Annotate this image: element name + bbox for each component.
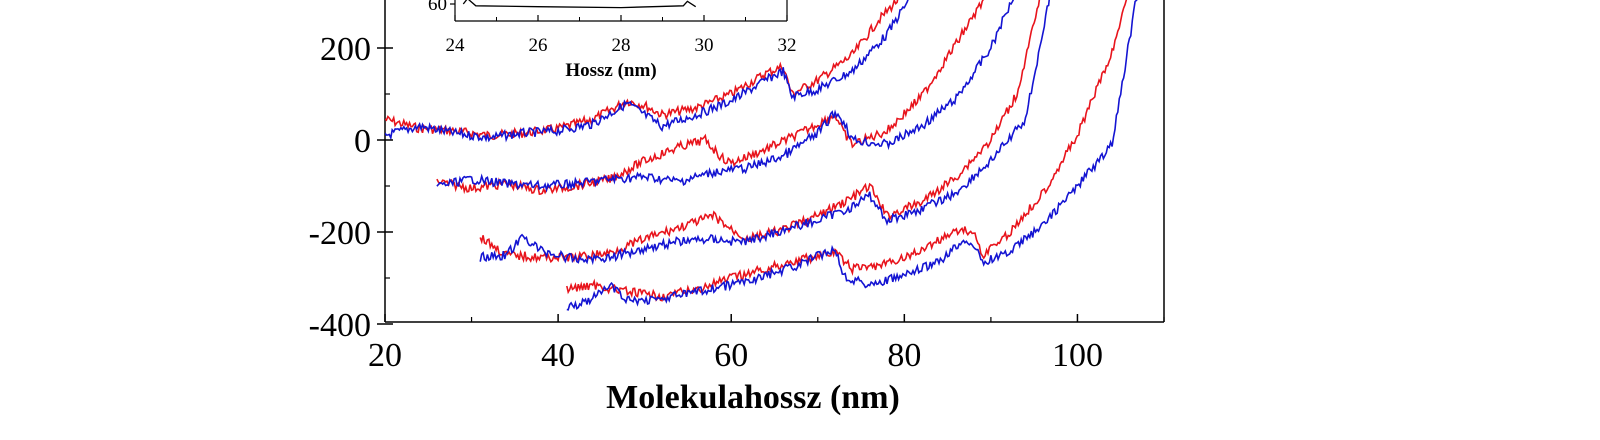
main-x-tick-label: 100 <box>1052 337 1103 374</box>
series-red-trace-2 <box>436 0 984 195</box>
inset-x-tick-label: 28 <box>612 35 631 56</box>
main-y-ticks: -400 -200 0 200 <box>309 31 393 344</box>
main-plot: 20 40 60 80 100 -400 -200 0 200 Molekulahossz (… <box>309 0 1165 416</box>
inset-plot: 24 26 28 30 32 60 Hossz (nm) <box>428 0 797 81</box>
main-y-tick-label: 200 <box>320 31 371 68</box>
series-red-trace-3 <box>479 0 1041 264</box>
main-x-tick-label: 80 <box>887 337 921 374</box>
series-red-trace-4 <box>566 0 1128 302</box>
inset-x-ticks: 24 26 28 30 32 <box>446 15 797 56</box>
main-y-tick-label: -200 <box>309 215 371 252</box>
main-x-tick-label: 60 <box>714 337 748 374</box>
main-y-tick-label: -400 <box>309 307 371 344</box>
inset-y-tick-label: 60 <box>428 0 447 15</box>
inset-trace <box>462 0 697 9</box>
inset-x-tick-label: 32 <box>778 35 797 56</box>
inset-x-tick-label: 30 <box>695 35 714 56</box>
inset-x-tick-label: 24 <box>446 35 466 56</box>
main-y-tick-label: 0 <box>354 123 371 160</box>
inset-series-group <box>462 0 697 9</box>
series-blue-trace-1 <box>385 0 912 143</box>
inset-y-ticks: 60 <box>428 0 455 15</box>
series-blue-trace-3 <box>479 0 1051 266</box>
inset-x-tick-label: 26 <box>529 35 548 56</box>
series-blue-trace-4 <box>566 0 1138 311</box>
main-x-tick-label: 20 <box>368 337 402 374</box>
inset-x-axis-title: Hossz (nm) <box>565 60 656 81</box>
main-series-group <box>385 0 1138 311</box>
main-x-axis-title: Molekulahossz (nm) <box>606 379 900 416</box>
series-blue-trace-2 <box>436 0 1015 193</box>
main-x-ticks: 20 40 60 80 100 <box>368 314 1165 374</box>
main-x-tick-label: 40 <box>541 337 575 374</box>
